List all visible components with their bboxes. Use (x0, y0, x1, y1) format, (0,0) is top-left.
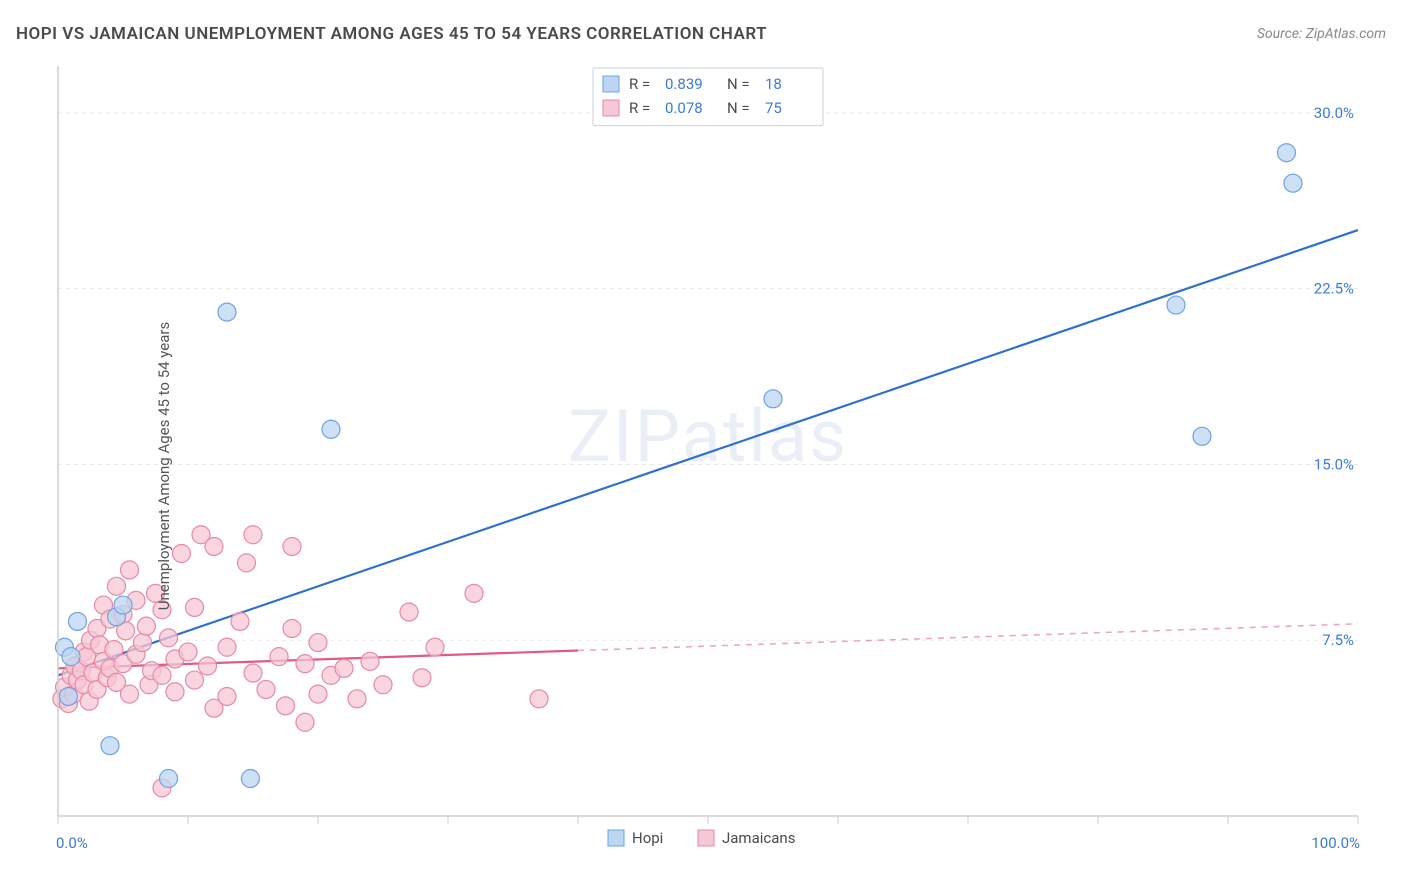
data-point (374, 676, 392, 694)
data-point (296, 655, 314, 673)
data-point (101, 737, 119, 755)
data-point (134, 634, 152, 652)
bottom-legend-swatch (698, 830, 714, 846)
data-point (764, 390, 782, 408)
data-point (322, 420, 340, 438)
legend-n-label: N = (727, 99, 750, 117)
bottom-legend-label: Hopi (632, 829, 663, 847)
legend-swatch (603, 76, 619, 92)
legend-r-label: R = (629, 99, 650, 117)
regression-line-dashed (578, 624, 1358, 651)
bottom-legend-swatch (608, 830, 624, 846)
data-point (1193, 427, 1211, 445)
legend-r-label: R = (629, 75, 650, 93)
data-point (361, 652, 379, 670)
data-point (205, 537, 223, 555)
data-point (1278, 144, 1296, 162)
y-tick-label: 7.5% (1322, 631, 1354, 649)
data-point (114, 596, 132, 614)
data-point (309, 685, 327, 703)
data-point (179, 643, 197, 661)
y-axis-label: Unemployment Among Ages 45 to 54 years (155, 322, 173, 610)
data-point (199, 657, 217, 675)
data-point (465, 584, 483, 602)
x-start-label: 0.0% (56, 834, 88, 852)
data-point (1167, 296, 1185, 314)
data-point (173, 545, 191, 563)
data-point (160, 770, 178, 788)
legend-n-value: 75 (765, 99, 782, 117)
data-point (238, 554, 256, 572)
data-point (186, 671, 204, 689)
legend-n-value: 18 (765, 75, 782, 93)
data-point (277, 697, 295, 715)
y-tick-label: 15.0% (1314, 455, 1354, 473)
data-point (137, 617, 155, 635)
source-label: Source: ZipAtlas.com (1257, 26, 1386, 42)
data-point (257, 680, 275, 698)
data-point (218, 687, 236, 705)
data-point (530, 690, 548, 708)
legend-swatch (603, 100, 619, 116)
data-point (426, 638, 444, 656)
data-point (270, 648, 288, 666)
data-point (400, 603, 418, 621)
data-point (348, 690, 366, 708)
data-point (244, 526, 262, 544)
data-point (309, 634, 327, 652)
watermark-text: ZIPatlas (568, 394, 848, 479)
data-point (413, 669, 431, 687)
bottom-legend-label: Jamaicans (722, 829, 795, 847)
x-end-label: 100.0% (1311, 834, 1360, 852)
legend-r-value: 0.839 (665, 75, 703, 93)
y-tick-label: 22.5% (1314, 280, 1354, 298)
chart-title: HOPI VS JAMAICAN UNEMPLOYMENT AMONG AGES… (16, 24, 767, 44)
chart-container: Unemployment Among Ages 45 to 54 years 7… (48, 56, 1388, 876)
data-point (218, 638, 236, 656)
data-point (241, 770, 259, 788)
data-point (283, 537, 301, 555)
data-point (153, 666, 171, 684)
data-point (1284, 174, 1302, 192)
data-point (244, 664, 262, 682)
data-point (283, 620, 301, 638)
data-point (59, 687, 77, 705)
data-point (62, 648, 80, 666)
data-point (121, 685, 139, 703)
legend-n-label: N = (727, 75, 750, 93)
data-point (108, 577, 126, 595)
data-point (231, 612, 249, 630)
data-point (160, 629, 178, 647)
y-tick-label: 30.0% (1314, 104, 1354, 122)
data-point (121, 561, 139, 579)
regression-line (58, 230, 1358, 675)
data-point (296, 713, 314, 731)
legend-r-value: 0.078 (665, 99, 703, 117)
data-point (335, 659, 353, 677)
data-point (166, 683, 184, 701)
legend-box (593, 68, 823, 126)
data-point (218, 303, 236, 321)
data-point (186, 598, 204, 616)
data-point (69, 612, 87, 630)
scatter-chart: 7.5% 15.0% 22.5% 30.0% ZIPatlas 0.0% 100.0% R =… (48, 56, 1388, 876)
